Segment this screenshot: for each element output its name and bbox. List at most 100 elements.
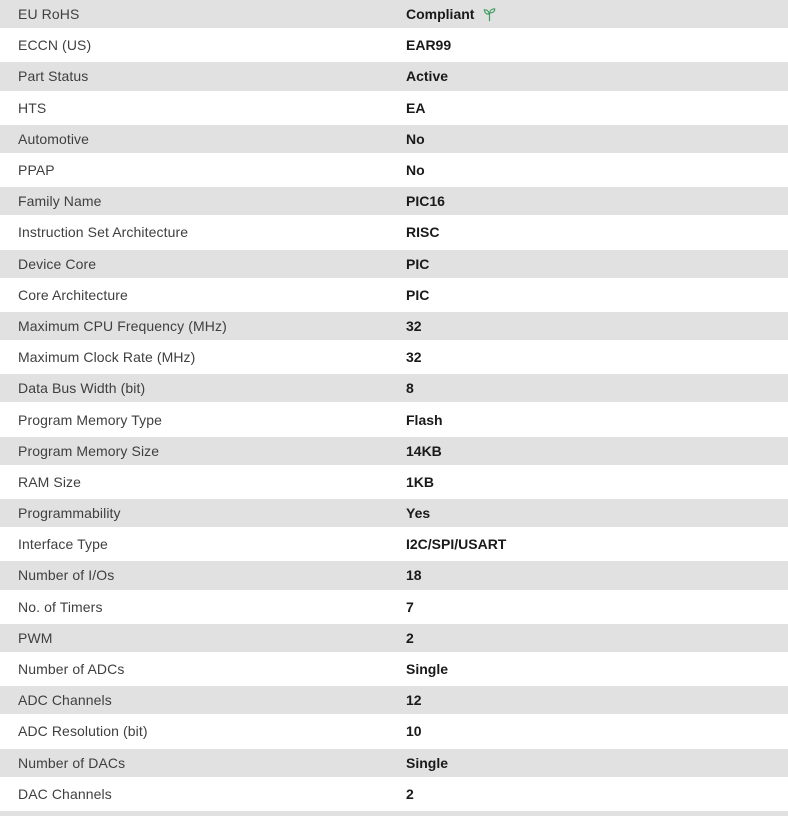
table-row: Number of DACs Single: [0, 748, 788, 780]
spec-value-text: Single: [406, 754, 449, 771]
spec-value: Single: [406, 755, 788, 771]
spec-value-text: Flash: [406, 411, 443, 428]
spec-value-text: PIC16: [406, 193, 445, 210]
spec-value: 14KB: [406, 443, 788, 459]
spec-label: PPAP: [18, 162, 55, 179]
table-row: Number of I/Os 18: [0, 561, 788, 593]
spec-value-text: EA: [406, 99, 426, 116]
table-row: Part Status Active: [0, 62, 788, 94]
spec-label: ADC Resolution (bit): [18, 723, 148, 740]
spec-label: EU RoHS: [18, 6, 80, 23]
spec-value: PIC: [406, 287, 788, 303]
spec-value: I2C/SPI/USART: [406, 536, 788, 552]
spec-value: Flash: [406, 412, 788, 428]
spec-value-text: Compliant: [406, 6, 475, 23]
spec-label: Programmability: [18, 505, 121, 522]
spec-value: EAR99: [406, 37, 788, 53]
spec-label: RAM Size: [18, 473, 82, 490]
spec-label: Number of DACs: [18, 754, 126, 771]
table-row: Interface Type I2C/SPI/USART: [0, 530, 788, 562]
spec-value: PIC: [406, 256, 788, 272]
spec-label: Automotive: [18, 130, 90, 147]
table-row: Core Architecture PIC: [0, 280, 788, 312]
table-row: Number of ADCs Single: [0, 654, 788, 687]
spec-label: Interface Type: [18, 536, 108, 553]
spec-value: 32: [406, 318, 788, 334]
spec-label: No. of Timers: [18, 598, 103, 615]
table-row-partial: [0, 810, 788, 816]
spec-value-text: 8: [406, 380, 414, 397]
spec-value: No: [406, 162, 788, 178]
table-row: DAC Channels 2: [0, 779, 788, 811]
table-row: Instruction Set Architecture RISC: [0, 218, 788, 250]
table-row: Program Memory Size 14KB: [0, 436, 788, 468]
spec-label: Part Status: [18, 68, 89, 85]
spec-label: Maximum CPU Frequency (MHz): [18, 317, 227, 334]
spec-value-text: PIC: [406, 286, 430, 303]
spec-value-text: 32: [406, 317, 422, 334]
spec-value-text: RISC: [406, 224, 440, 241]
spec-value: No: [406, 131, 788, 147]
leaf-sprout-icon[interactable]: [482, 7, 497, 22]
spec-value: Single: [406, 661, 788, 677]
spec-value: 2: [406, 786, 788, 802]
spec-value-text: Active: [406, 68, 449, 85]
table-row: EU RoHS Compliant: [0, 0, 788, 32]
spec-label: Data Bus Width (bit): [18, 380, 146, 397]
spec-value: 10: [406, 723, 788, 739]
spec-value-text: I2C/SPI/USART: [406, 536, 507, 553]
spec-value: 1KB: [406, 474, 788, 490]
spec-value-text: 12: [406, 692, 422, 709]
table-row: HTS EA: [0, 93, 788, 125]
table-row: Programmability Yes: [0, 499, 788, 531]
spec-label: Family Name: [18, 193, 102, 210]
spec-label: Program Memory Size: [18, 442, 160, 459]
spec-value-text: 2: [406, 629, 414, 646]
spec-value: Yes: [406, 505, 788, 521]
spec-value: Active: [406, 68, 788, 84]
spec-value-text: PIC: [406, 255, 430, 272]
table-row: No. of Timers 7: [0, 592, 788, 624]
table-row: RAM Size 1KB: [0, 467, 788, 499]
spec-value-text: No: [406, 162, 425, 179]
table-row: PPAP No: [0, 155, 788, 188]
spec-value: EA: [406, 100, 788, 116]
spec-label: Number of I/Os: [18, 567, 115, 584]
spec-value: Compliant: [406, 6, 788, 22]
spec-value: RISC: [406, 224, 788, 240]
spec-value: 2: [406, 630, 788, 646]
spec-label: Program Memory Type: [18, 411, 163, 428]
spec-label: DAC Channels: [18, 785, 112, 802]
spec-value: 18: [406, 567, 788, 583]
spec-value-text: 2: [406, 785, 414, 802]
spec-label: PWM: [18, 629, 53, 646]
spec-value-text: 7: [406, 598, 414, 615]
table-row: Family Name PIC16: [0, 187, 788, 219]
table-row: Automotive No: [0, 124, 788, 156]
spec-value-text: 18: [406, 567, 422, 584]
table-row: ADC Channels 12: [0, 686, 788, 718]
spec-value: PIC16: [406, 193, 788, 209]
spec-value-text: 14KB: [406, 442, 442, 459]
table-row: Maximum CPU Frequency (MHz) 32: [0, 311, 788, 344]
spec-label: ECCN (US): [18, 37, 92, 54]
spec-label: ADC Channels: [18, 692, 112, 709]
table-row: ECCN (US) EAR99: [0, 31, 788, 63]
table-row: PWM 2: [0, 623, 788, 655]
spec-value-text: 10: [406, 723, 422, 740]
table-row: Maximum Clock Rate (MHz) 32: [0, 343, 788, 375]
spec-value-text: EAR99: [406, 37, 452, 54]
spec-label: Maximum Clock Rate (MHz): [18, 349, 196, 366]
spec-label: HTS: [18, 99, 47, 116]
spec-value: 8: [406, 380, 788, 396]
spec-value: 7: [406, 599, 788, 615]
table-row: ADC Resolution (bit) 10: [0, 717, 788, 749]
spec-value-text: 1KB: [406, 473, 435, 490]
spec-value-text: Single: [406, 661, 449, 678]
spec-value-text: 32: [406, 349, 422, 366]
spec-value: 12: [406, 692, 788, 708]
spec-value-text: Yes: [406, 505, 431, 522]
spec-label: Device Core: [18, 255, 97, 272]
